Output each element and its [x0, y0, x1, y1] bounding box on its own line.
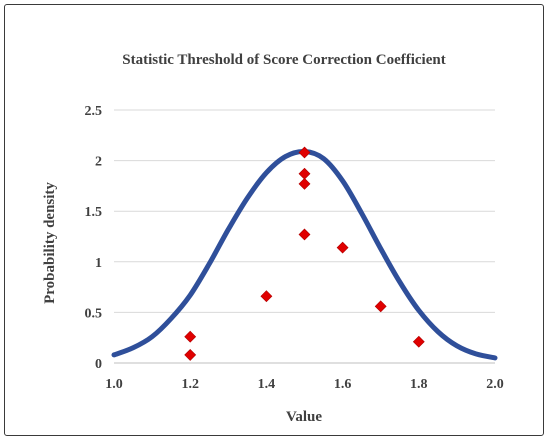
data-point-diamond: [298, 167, 311, 180]
data-point-diamond: [260, 290, 273, 303]
chart-title: Statistic Threshold of Score Correction …: [122, 52, 445, 68]
data-point-diamond: [184, 348, 197, 361]
data-point-diamond: [184, 330, 197, 343]
gridlines: [114, 109, 495, 313]
y-tick-label: 2.5: [85, 104, 103, 119]
tick-labels: 0 0.5 1 1.5 2 2.5 1.0 1.2 1.4 1.6 1.8 2.0: [85, 104, 504, 392]
y-tick-label: 2: [95, 155, 102, 170]
data-point-diamond: [298, 177, 311, 190]
x-tick-label: 1.2: [181, 377, 199, 392]
data-point-diamond: [412, 335, 425, 348]
data-point-diamond: [298, 228, 311, 241]
x-tick-label: 1.6: [334, 377, 352, 392]
y-tick-label: 0.5: [85, 306, 103, 321]
data-point-diamond: [336, 241, 349, 254]
data-points: [184, 146, 425, 361]
data-point-diamond: [298, 146, 311, 159]
y-axis-label: Probability density: [42, 182, 58, 304]
y-tick-label: 1.5: [85, 205, 103, 220]
x-tick-label: 2.0: [486, 377, 504, 392]
x-axis-label: Value: [286, 409, 322, 425]
data-point-diamond: [374, 300, 387, 313]
y-tick-label: 0: [95, 357, 102, 372]
x-tick-label: 1.4: [258, 377, 276, 392]
x-tick-label: 1.0: [105, 377, 123, 392]
chart-frame: [4, 4, 544, 436]
y-tick-label: 1: [95, 256, 102, 271]
x-tick-label: 1.8: [410, 377, 428, 392]
